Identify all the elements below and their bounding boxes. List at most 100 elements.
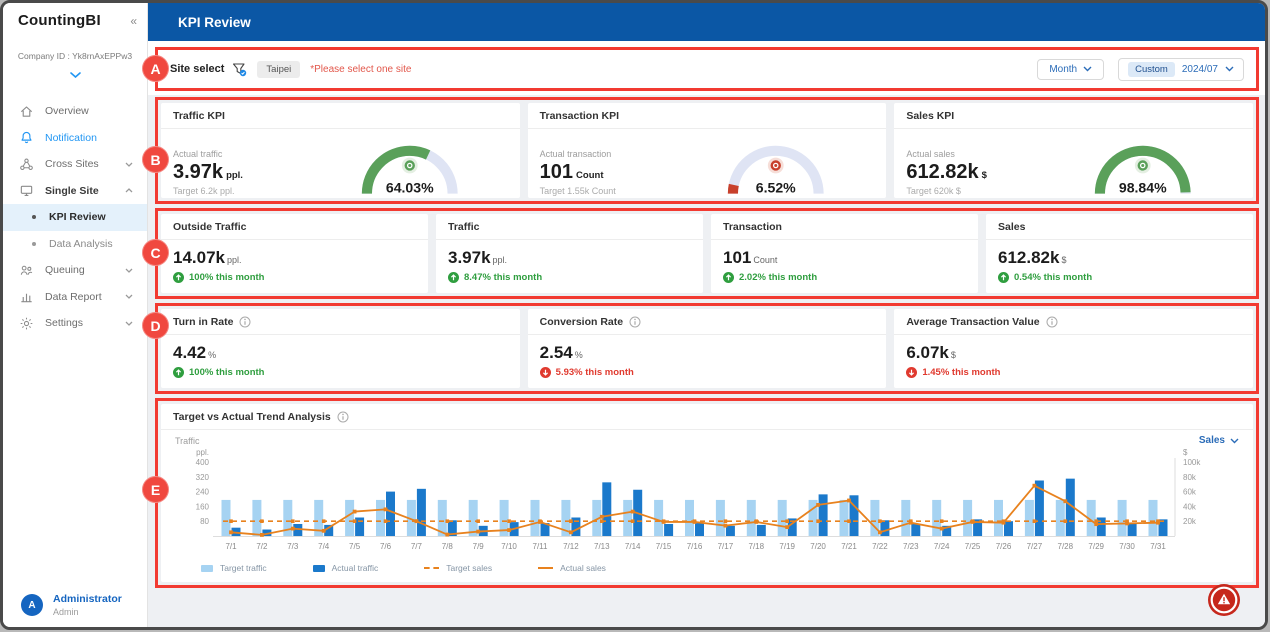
main-area: KPI Review A Site select Taipei *Please … [142, 3, 1265, 627]
svg-text:0%: 0% [1095, 196, 1106, 198]
cross-sites-icon [20, 158, 33, 170]
chevron-down-icon [125, 162, 133, 167]
svg-text:ppl.: ppl. [196, 448, 209, 457]
sidebar-item-label: Overview [45, 105, 89, 118]
sidebar-item-data-analysis[interactable]: Data Analysis [3, 231, 147, 258]
filter-funnel-icon[interactable] [232, 62, 247, 77]
card-title: Traffic KPI [173, 110, 225, 122]
sidebar-item-cross-sites[interactable]: Cross Sites [3, 151, 147, 178]
period-dropdown[interactable]: Month [1037, 58, 1105, 80]
metric-value: 612.82k [998, 248, 1060, 267]
sidebar-item-queuing[interactable]: Queuing [3, 257, 147, 284]
date-dropdown[interactable]: Custom 2024/07 [1118, 57, 1244, 81]
legend-item[interactable]: Actual sales [538, 563, 606, 573]
card-title: Turn in Rate [173, 316, 234, 328]
sidebar-item-label: Data Analysis [49, 237, 113, 250]
svg-text:7/15: 7/15 [656, 542, 672, 551]
legend-swatch-icon [424, 567, 440, 569]
metric-label: Actual sales [906, 149, 955, 159]
sidebar-item-kpi-review[interactable]: KPI Review [3, 204, 147, 231]
alert-fab-button[interactable] [1207, 583, 1241, 617]
metric-target: Target 620k $ [906, 186, 961, 196]
legend-swatch-icon [312, 564, 325, 572]
change-text: 100% this month [189, 367, 265, 378]
svg-text:100k: 100k [1183, 458, 1201, 467]
card-title: Sales [998, 221, 1026, 233]
metric-value: 101 [723, 248, 752, 267]
info-icon[interactable] [239, 316, 251, 328]
svg-text:7/3: 7/3 [287, 542, 299, 551]
period-dropdown-value: Month [1049, 63, 1078, 75]
info-icon[interactable] [1046, 316, 1058, 328]
change-row: 100% this month [173, 272, 416, 283]
change-row: 1.45% this month [906, 367, 1241, 378]
metric-target: Target 1.55k Count [539, 186, 616, 196]
metric-value: 612.82k [906, 161, 979, 183]
user-profile[interactable]: A Administrator Admin [3, 593, 147, 617]
svg-text:7/17: 7/17 [718, 542, 734, 551]
legend-item[interactable]: Actual traffic [312, 563, 378, 573]
trend-arrow-icon [173, 272, 184, 283]
trend-arrow-icon [998, 272, 1009, 283]
chevron-down-icon [1225, 66, 1234, 72]
change-text: 0.54% this month [1014, 272, 1093, 283]
svg-text:6.52%: 6.52% [756, 180, 796, 196]
svg-text:7/28: 7/28 [1058, 542, 1074, 551]
right-axis-selector[interactable]: Sales [1199, 435, 1239, 446]
legend-item[interactable]: Target sales [424, 563, 492, 573]
annotation-letter-e: E [142, 476, 169, 503]
svg-text:7/25: 7/25 [965, 542, 981, 551]
svg-text:$: $ [1183, 448, 1188, 457]
chevron-down-icon [125, 321, 133, 326]
site-tag-taipei[interactable]: Taipei [257, 60, 301, 78]
sidebar-item-overview[interactable]: Overview [3, 98, 147, 125]
metric-unit: $ [1061, 255, 1067, 265]
company-id-label: Company ID : Yk8rnAxEPPw3 [17, 51, 133, 61]
bullet-icon [32, 241, 36, 246]
home-icon [20, 106, 33, 117]
svg-text:7/21: 7/21 [841, 542, 857, 551]
user-role: Admin [53, 607, 79, 617]
sidebar: CountingBI « Company ID : Yk8rnAxEPPw3 O… [3, 3, 148, 627]
company-chevron-down-icon[interactable] [3, 65, 147, 83]
card-title: Average Transaction Value [906, 316, 1040, 328]
svg-text:7/6: 7/6 [380, 542, 392, 551]
annotation-letter-d: D [142, 312, 169, 339]
single-site-icon [20, 185, 33, 197]
sidebar-item-single-site[interactable]: Single Site [3, 178, 147, 205]
left-axis-title: Traffic [175, 435, 200, 446]
svg-text:7/22: 7/22 [872, 542, 888, 551]
chevron-down-icon [125, 294, 133, 300]
sidebar-item-settings[interactable]: Settings [3, 310, 147, 337]
metric-unit: ppl. [226, 170, 243, 181]
metric-unit: $ [950, 350, 956, 360]
sidebar-item-notification[interactable]: Notification [3, 125, 147, 152]
svg-text:7/31: 7/31 [1150, 542, 1166, 551]
svg-text:7/4: 7/4 [318, 542, 330, 551]
trend-analysis-card: Target vs Actual Trend Analysis Traffic … [161, 404, 1253, 582]
metric-unit: % [208, 350, 217, 360]
info-icon[interactable] [337, 411, 349, 423]
change-text: 1.45% this month [922, 367, 1001, 378]
annotation-box-c: C Outside Traffic 14.07k ppl. 100% this m… [142, 208, 1259, 299]
sidebar-item-data-report[interactable]: Data Report [3, 284, 147, 311]
svg-text:7/18: 7/18 [749, 542, 765, 551]
page-header: KPI Review [148, 3, 1265, 41]
svg-text:7/11: 7/11 [533, 542, 549, 551]
legend-item[interactable]: Target traffic [201, 563, 267, 573]
sidebar-collapse-icon[interactable]: « [130, 13, 137, 28]
metric-unit: ppl. [492, 255, 508, 265]
svg-text:60k: 60k [1183, 488, 1197, 497]
svg-text:7/16: 7/16 [687, 542, 703, 551]
info-icon[interactable] [629, 316, 641, 328]
svg-text:7/1: 7/1 [225, 542, 237, 551]
metric-unit: Count [576, 170, 604, 181]
card-title: Transaction [723, 221, 782, 233]
date-value: 2024/07 [1181, 63, 1218, 75]
bullet-icon [32, 215, 36, 220]
svg-text:160: 160 [196, 502, 210, 511]
right-axis-selector-value: Sales [1198, 435, 1225, 446]
metric-unit: Count [753, 255, 778, 265]
svg-text:7/20: 7/20 [810, 542, 826, 551]
metric-card-outside-traffic: Outside Traffic 14.07k ppl. 100% this mon… [161, 214, 428, 293]
